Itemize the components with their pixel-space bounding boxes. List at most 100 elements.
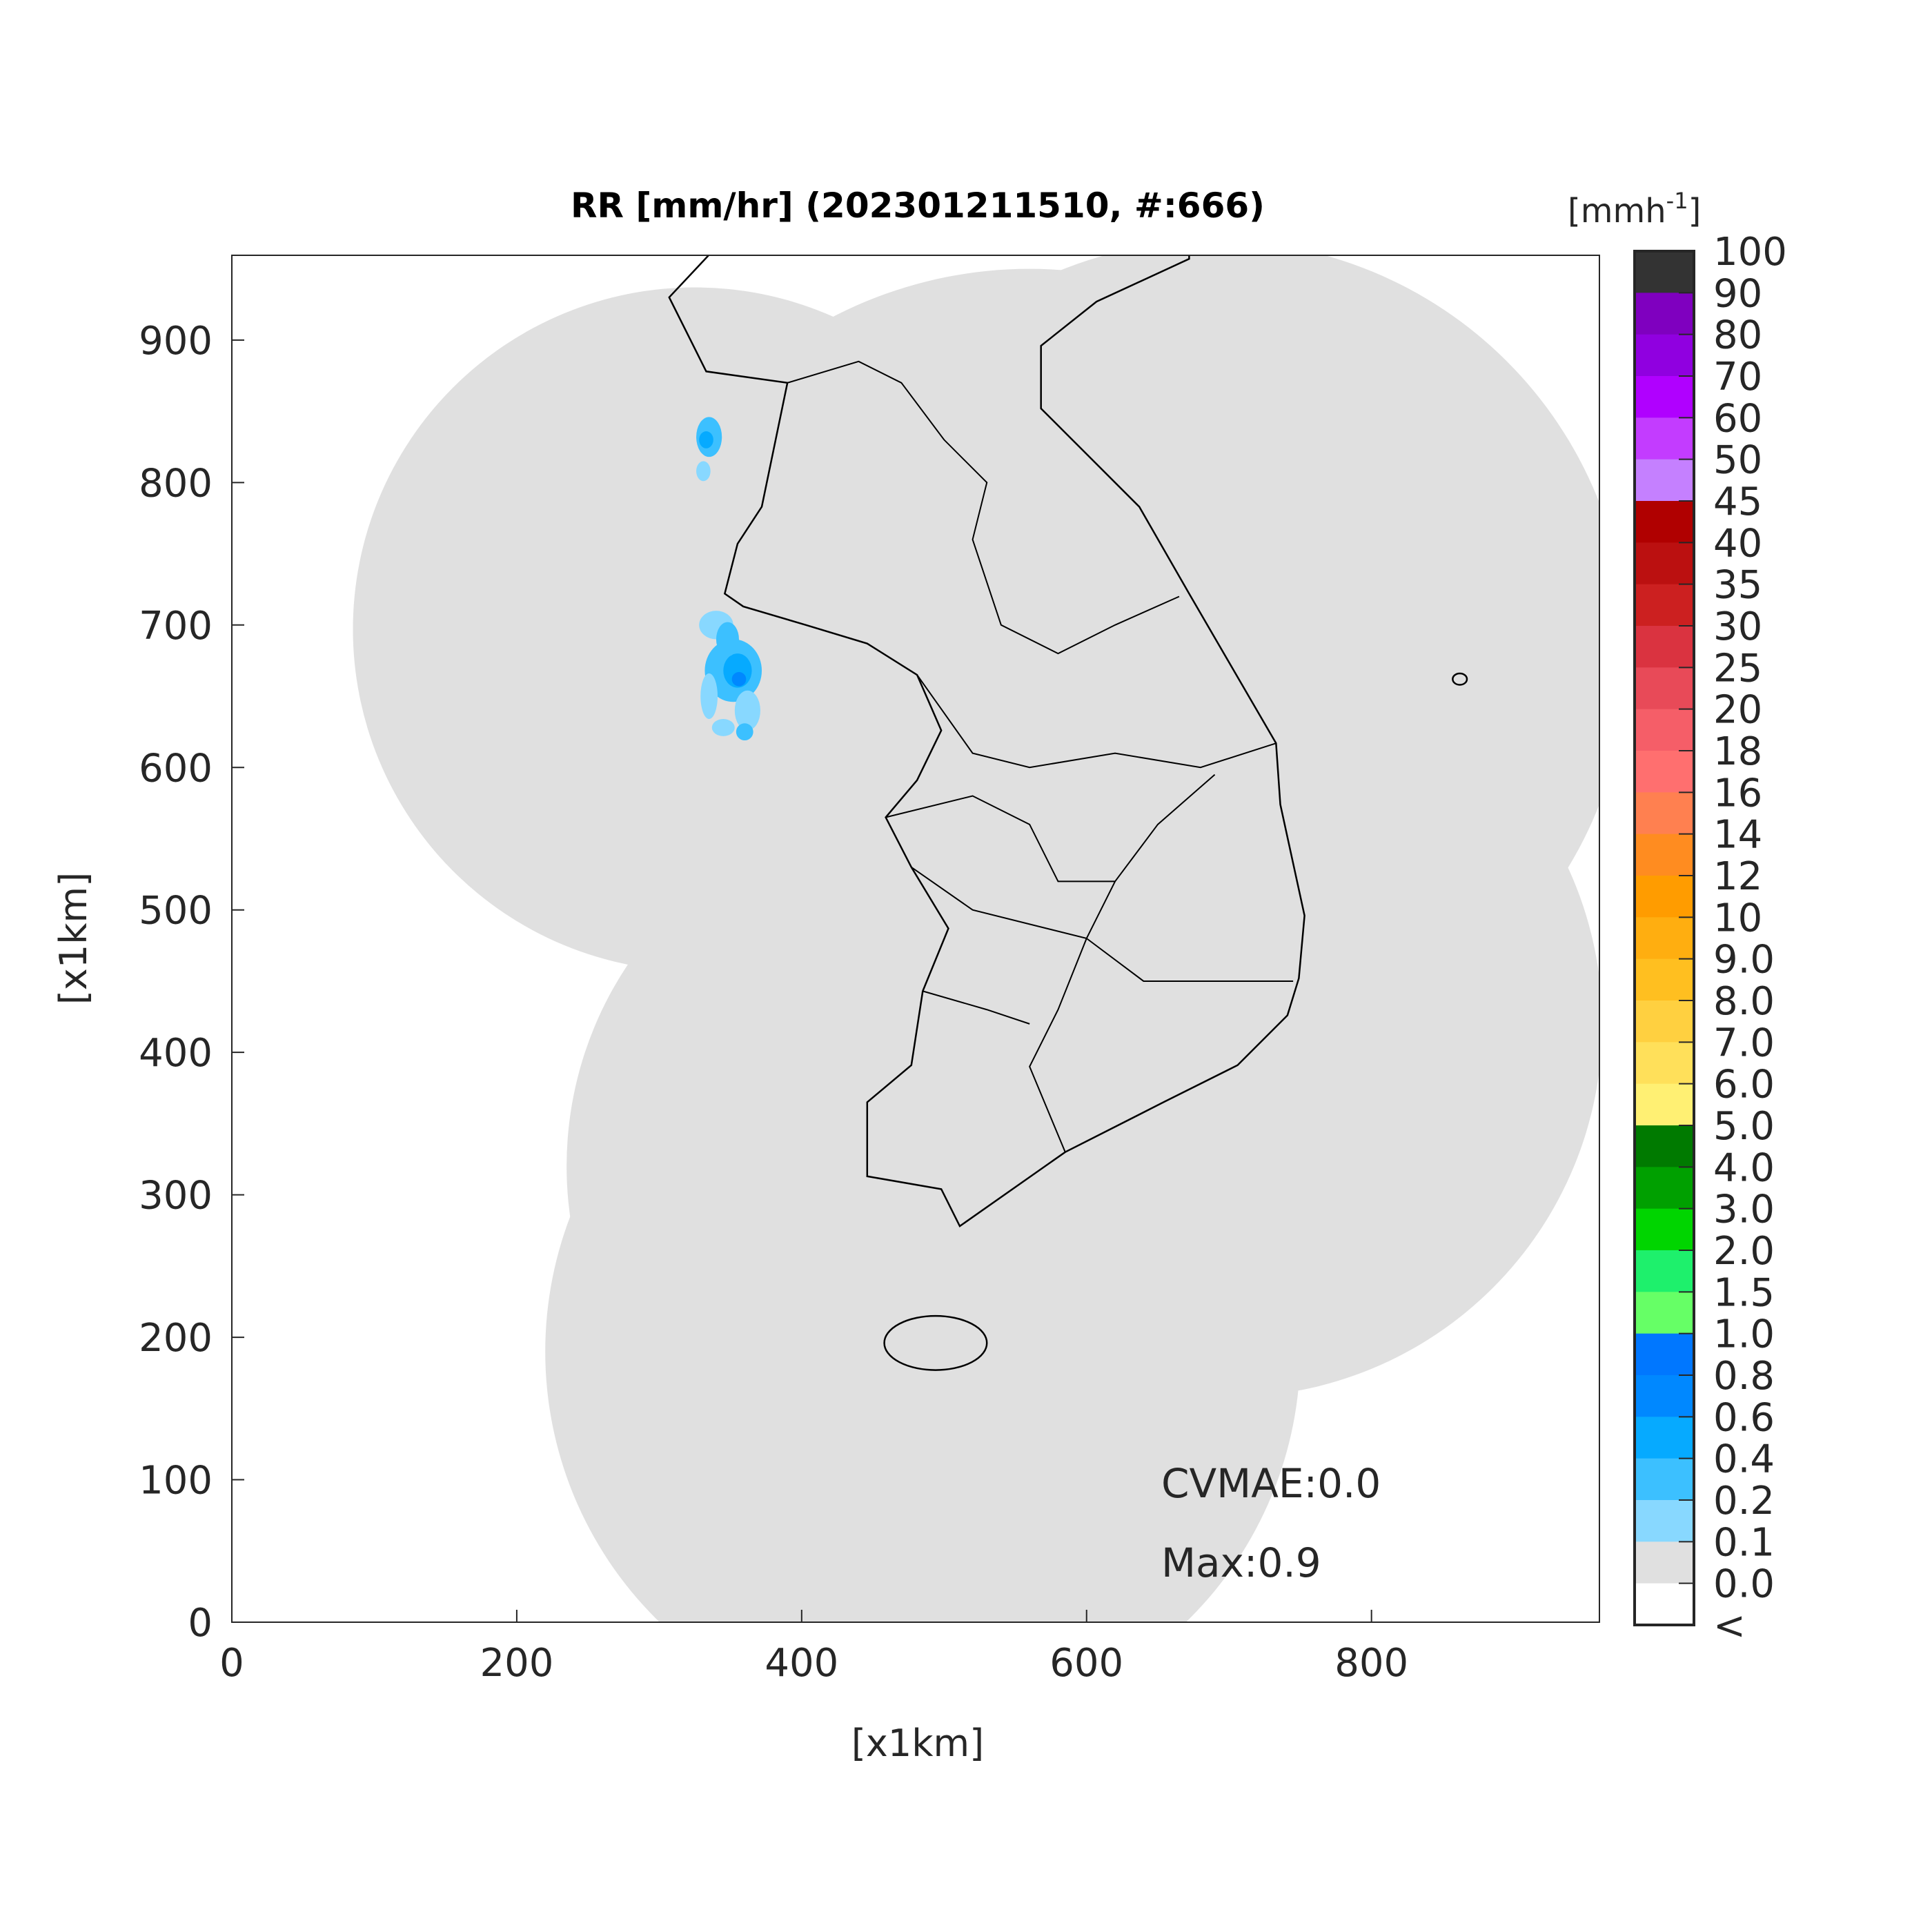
- colorbar-bin: [1635, 1083, 1694, 1126]
- province-boundary: [787, 360, 1180, 655]
- rain-patch: [696, 461, 711, 482]
- colorbar-label: 0.1: [1713, 1520, 1775, 1565]
- plot-area: [353, 255, 1599, 1622]
- colorbar-label: 16: [1713, 771, 1762, 816]
- colorbar: 100908070605045403530252018161412109.08.…: [1633, 230, 1787, 1648]
- colorbar-bin: [1635, 626, 1694, 668]
- colorbar-bin: [1635, 1125, 1694, 1167]
- y-tick-label: 100: [139, 1459, 213, 1504]
- rain-patch: [731, 671, 747, 687]
- rain-patch: [736, 723, 753, 741]
- colorbar-label: 18: [1713, 729, 1762, 774]
- ulleung-island: [1452, 672, 1468, 686]
- rain-field: [696, 417, 762, 741]
- colorbar-bin: [1635, 667, 1694, 710]
- y-tick-label: 900: [139, 319, 213, 364]
- colorbar-label: 7.0: [1713, 1021, 1775, 1065]
- colorbar-bin: [1635, 834, 1694, 876]
- colorbar-bin: [1635, 1500, 1694, 1542]
- colorbar-label: 30: [1713, 604, 1762, 649]
- colorbar-label: 5.0: [1713, 1104, 1775, 1149]
- province-boundary: [1029, 938, 1087, 1153]
- colorbar-label: 90: [1713, 271, 1762, 316]
- y-tick-label: 800: [139, 461, 213, 506]
- colorbar-bin: [1635, 334, 1694, 377]
- colorbar-bin: [1635, 1541, 1694, 1584]
- annotation-max: Max:0.9: [1161, 1539, 1321, 1586]
- colorbar-label: 20: [1713, 688, 1762, 733]
- colorbar-label: 8.0: [1713, 979, 1775, 1024]
- province-boundary: [1086, 938, 1294, 982]
- rain-patch: [716, 622, 739, 657]
- colorbar-label: 14: [1713, 813, 1762, 858]
- colorbar-label: 100: [1713, 230, 1787, 275]
- x-tick-label: 400: [765, 1641, 838, 1686]
- y-tick-label: 200: [139, 1316, 213, 1361]
- y-axis-label: [x1km]: [52, 872, 95, 1005]
- colorbar-bin: [1635, 501, 1694, 543]
- y-tick-label: 600: [139, 746, 213, 791]
- colorbar-frame: [1633, 250, 1695, 1626]
- coverage-circle: [545, 974, 1301, 1622]
- annotation-cvmae: CVMAE:0.0: [1161, 1460, 1381, 1507]
- colorbar-bin: [1635, 1208, 1694, 1251]
- colorbar-bin: [1635, 1250, 1694, 1292]
- colorbar-bin: [1635, 1042, 1694, 1085]
- radar-coverage: [353, 255, 1599, 1622]
- colorbar-label: 3.0: [1713, 1187, 1775, 1232]
- colorbar-label: 4.0: [1713, 1145, 1775, 1190]
- colorbar-label: 9.0: [1713, 938, 1775, 983]
- colorbar-label: 80: [1713, 313, 1762, 358]
- x-tick-label: 600: [1049, 1641, 1123, 1686]
- colorbar-bin: [1635, 459, 1694, 502]
- colorbar-bin: [1635, 542, 1694, 585]
- colorbar-label: 25: [1713, 646, 1762, 691]
- colorbar-label: 0.2: [1713, 1479, 1775, 1524]
- colorbar-bin: [1635, 1583, 1694, 1626]
- province-boundary: [911, 866, 1116, 940]
- colorbar-bin: [1635, 876, 1694, 918]
- colorbar-bin: [1635, 584, 1694, 627]
- colorbar-bin: [1635, 1417, 1694, 1459]
- x-axis-ticks: 0 200 400 600 800: [219, 1610, 1408, 1686]
- province-boundary: [916, 674, 1276, 769]
- colorbar-label: 12: [1713, 854, 1762, 899]
- colorbar-bin: [1635, 751, 1694, 793]
- colorbar-bin: [1635, 709, 1694, 751]
- colorbar-bin: [1635, 1000, 1694, 1043]
- colorbar-label: 6.0: [1713, 1063, 1775, 1107]
- colorbar-bin: [1635, 251, 1694, 293]
- colorbar-label: 0.4: [1713, 1437, 1775, 1482]
- colorbar-bin: [1635, 376, 1694, 418]
- x-tick-label: 200: [480, 1641, 553, 1686]
- rain-patch: [700, 673, 718, 720]
- colorbar-bin: [1635, 417, 1694, 460]
- colorbar-unit: [mmh-1]: [1568, 188, 1701, 230]
- province-boundary: [923, 990, 1030, 1025]
- jeju-island: [883, 1314, 988, 1371]
- colorbar-bin: [1635, 1333, 1694, 1376]
- colorbar-label: <: [1713, 1604, 1746, 1648]
- colorbar-bin: [1635, 1167, 1694, 1210]
- colorbar-label: 40: [1713, 521, 1762, 566]
- colorbar-bin: [1635, 1375, 1694, 1417]
- y-tick-label: 0: [188, 1601, 213, 1646]
- colorbar-label: 0.0: [1713, 1562, 1775, 1607]
- y-tick-label: 500: [139, 889, 213, 934]
- x-tick-label: 0: [219, 1641, 244, 1686]
- colorbar-label: 50: [1713, 438, 1762, 483]
- coastline: [668, 255, 1468, 1371]
- colorbar-label: 0.8: [1713, 1354, 1775, 1399]
- y-tick-label: 400: [139, 1031, 213, 1076]
- colorbar-label: 1.5: [1713, 1270, 1775, 1315]
- korea-coastline: [668, 255, 1305, 1228]
- y-tick-label: 700: [139, 604, 213, 649]
- colorbar-bin: [1635, 917, 1694, 960]
- colorbar-label: 45: [1713, 480, 1762, 524]
- colorbar-label: 70: [1713, 355, 1762, 400]
- x-axis-label: [x1km]: [851, 1722, 984, 1765]
- colorbar-label: 10: [1713, 896, 1762, 940]
- colorbar-bin: [1635, 1292, 1694, 1334]
- rain-patch: [699, 431, 713, 448]
